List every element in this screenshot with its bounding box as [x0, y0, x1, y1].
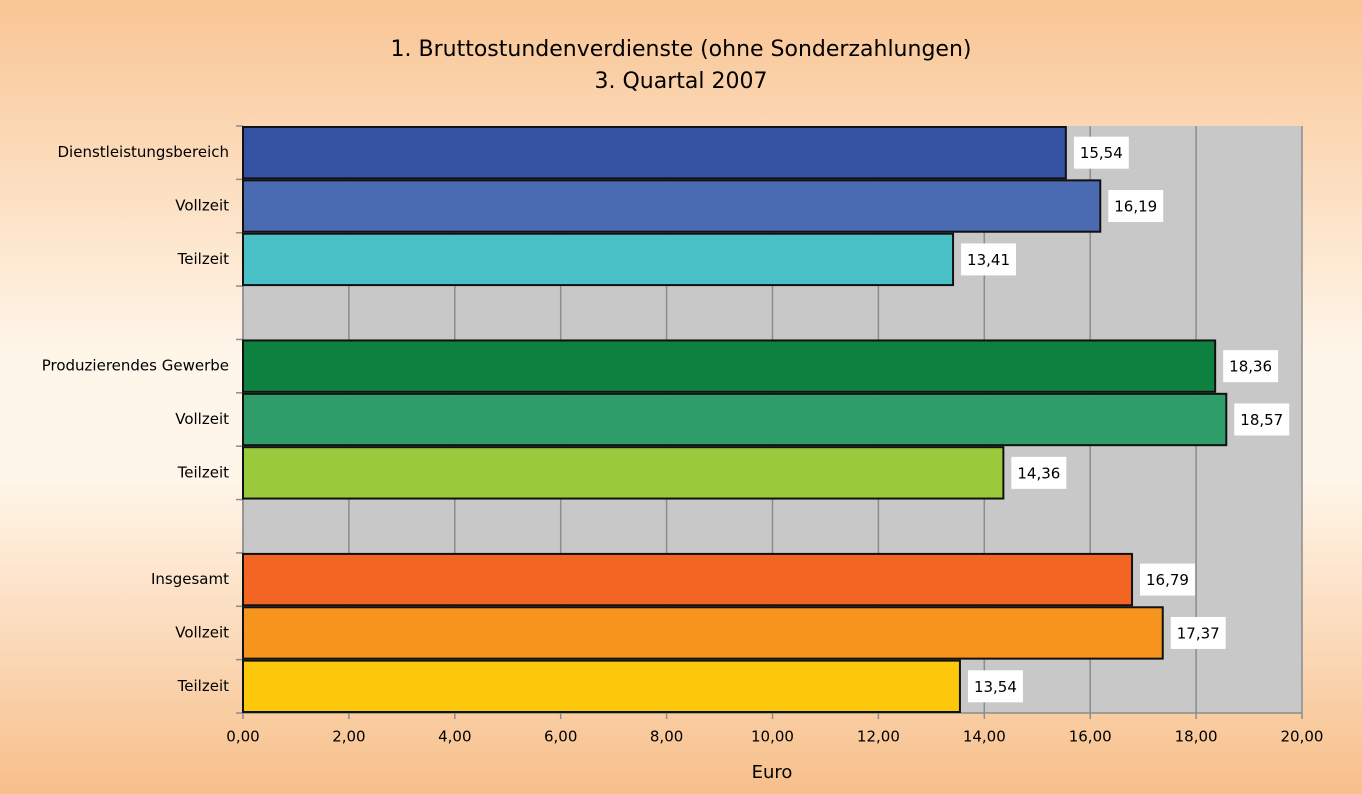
x-tick-label: 8,00 [650, 728, 683, 746]
value-label: 16,79 [1146, 571, 1189, 589]
x-tick-label: 6,00 [544, 728, 577, 746]
x-tick-label: 0,00 [226, 728, 259, 746]
chart-title: 1. Bruttostundenverdienste (ohne Sonderz… [391, 37, 972, 62]
value-label-box [1011, 456, 1067, 489]
y-tick-label: Teilzeit [177, 250, 229, 268]
value-label: 14,36 [1017, 464, 1060, 482]
value-label-box [1108, 190, 1164, 223]
x-tick-label: 16,00 [1069, 728, 1112, 746]
y-tick-label: Vollzeit [175, 410, 229, 428]
bar [242, 392, 1228, 447]
value-label: 18,36 [1229, 358, 1272, 376]
value-label: 18,57 [1240, 411, 1283, 429]
value-label-box [1223, 350, 1279, 383]
x-axis-label: Euro [752, 762, 793, 783]
value-label-box [1170, 616, 1226, 649]
value-label: 16,19 [1114, 198, 1157, 216]
bar [242, 446, 1005, 500]
bar [242, 606, 1164, 660]
y-tick-label: Insgesamt [151, 570, 229, 588]
value-label-box [1073, 136, 1129, 169]
value-label: 17,37 [1177, 624, 1220, 642]
bar [242, 552, 1134, 607]
x-tick-label: 10,00 [751, 728, 794, 746]
chart-subtitle: 3. Quartal 2007 [595, 69, 768, 94]
x-tick-label: 20,00 [1281, 728, 1324, 746]
bar [242, 339, 1217, 393]
x-tick-label: 4,00 [438, 728, 471, 746]
value-label-box [1234, 403, 1290, 436]
y-tick-label: Dienstleistungsbereich [58, 143, 230, 161]
x-tick-label: 14,00 [963, 728, 1006, 746]
bar [242, 659, 961, 713]
value-label: 13,54 [974, 678, 1017, 696]
value-label-box [967, 670, 1023, 703]
value-label-box [961, 243, 1017, 276]
bar [242, 232, 955, 287]
y-tick-label: Produzierendes Gewerbe [42, 357, 229, 375]
bar [242, 126, 1067, 180]
y-tick-label: Teilzeit [177, 677, 229, 695]
value-label: 13,41 [967, 251, 1010, 269]
x-tick-label: 2,00 [332, 728, 365, 746]
x-tick-label: 12,00 [857, 728, 900, 746]
value-label: 15,54 [1080, 144, 1123, 162]
x-tick-label: 18,00 [1175, 728, 1218, 746]
y-tick-label: Teilzeit [177, 463, 229, 481]
value-label-box [1140, 563, 1195, 596]
y-tick-label: Vollzeit [175, 197, 229, 215]
y-tick-label: Vollzeit [175, 623, 229, 641]
bar [242, 179, 1102, 233]
